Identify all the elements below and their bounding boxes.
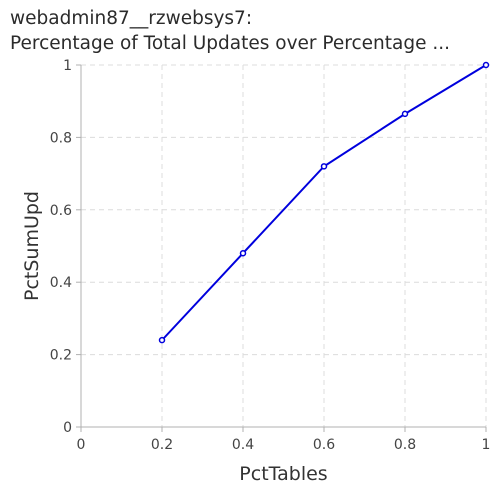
- y-tick-label: 0.6: [50, 203, 72, 219]
- x-tick-label: 0: [77, 437, 86, 453]
- data-point: [482, 61, 490, 69]
- x-tick-label: 0.4: [232, 437, 254, 453]
- chart-title-line-2: Percentage of Total Updates over Percent…: [10, 33, 450, 54]
- x-axis-label: PctTables: [239, 463, 327, 485]
- grid-lines: [81, 64, 487, 427]
- chart-title-line-1: webadmin87__rzwebsys7:: [10, 8, 253, 29]
- y-tick-label: 0.8: [50, 130, 72, 146]
- y-tick-label: 0.4: [50, 275, 72, 291]
- axes: [76, 64, 487, 432]
- x-tick-label: 1: [482, 437, 491, 453]
- y-tick-label: 1: [63, 58, 72, 74]
- data-point: [239, 249, 247, 257]
- data-point: [401, 110, 409, 118]
- data-point: [320, 163, 328, 170]
- x-tick-label: 0.8: [394, 437, 416, 453]
- y-tick-label: 0.2: [50, 348, 72, 364]
- x-tick-label: 0.6: [313, 437, 335, 453]
- x-tick-label: 0.2: [151, 437, 173, 453]
- y-axis-label: PctSumUpd: [21, 191, 43, 301]
- data-point: [158, 336, 166, 344]
- tick-labels: 0 0.2 0.4 0.6 0.8 1 0 0.2 0.4 0.6 0.8 1: [50, 58, 491, 453]
- y-tick-label: 0: [63, 420, 72, 436]
- data-series: [158, 61, 490, 344]
